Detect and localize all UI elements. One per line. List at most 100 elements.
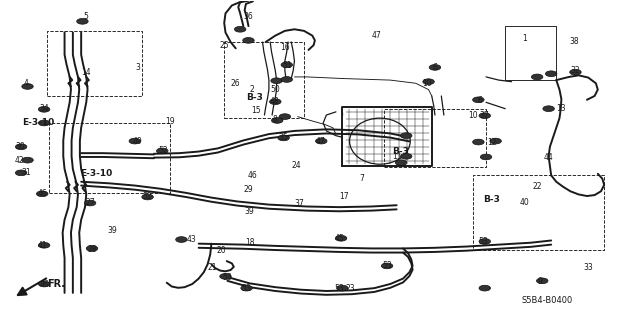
Circle shape bbox=[15, 170, 27, 176]
Circle shape bbox=[401, 153, 412, 159]
Text: 35: 35 bbox=[279, 133, 289, 142]
Circle shape bbox=[269, 99, 281, 105]
Circle shape bbox=[22, 84, 33, 89]
Text: 25: 25 bbox=[220, 41, 229, 50]
Text: 36: 36 bbox=[244, 12, 253, 21]
Circle shape bbox=[381, 263, 393, 269]
Circle shape bbox=[545, 71, 557, 77]
Text: 53: 53 bbox=[478, 237, 488, 246]
Text: 4: 4 bbox=[24, 79, 29, 88]
Circle shape bbox=[38, 107, 50, 112]
Circle shape bbox=[423, 79, 435, 85]
Text: 53: 53 bbox=[223, 272, 232, 281]
Text: 29: 29 bbox=[244, 185, 253, 194]
Text: 14: 14 bbox=[81, 68, 90, 77]
Text: 3: 3 bbox=[136, 63, 140, 72]
Text: 28: 28 bbox=[87, 245, 97, 254]
Text: 27: 27 bbox=[85, 198, 95, 207]
Circle shape bbox=[38, 120, 50, 126]
Circle shape bbox=[22, 157, 33, 163]
Text: 46: 46 bbox=[248, 171, 258, 180]
Circle shape bbox=[531, 74, 543, 80]
Text: 26: 26 bbox=[231, 79, 241, 88]
Circle shape bbox=[335, 235, 347, 241]
Text: 53: 53 bbox=[242, 284, 252, 293]
Circle shape bbox=[38, 281, 50, 287]
Text: 23: 23 bbox=[346, 284, 355, 293]
Text: 2: 2 bbox=[250, 85, 254, 94]
Text: 48: 48 bbox=[269, 97, 279, 106]
Text: 47: 47 bbox=[315, 137, 325, 145]
Text: 16: 16 bbox=[280, 43, 290, 52]
Text: 46: 46 bbox=[37, 189, 47, 198]
Circle shape bbox=[429, 64, 441, 70]
Circle shape bbox=[479, 285, 490, 291]
Circle shape bbox=[220, 273, 231, 279]
Text: 11: 11 bbox=[392, 152, 401, 161]
Circle shape bbox=[243, 38, 254, 43]
Text: 7: 7 bbox=[359, 174, 364, 183]
Text: 46: 46 bbox=[39, 279, 49, 288]
Circle shape bbox=[36, 191, 48, 197]
Circle shape bbox=[15, 144, 27, 150]
Text: 22: 22 bbox=[532, 182, 542, 191]
Text: 42: 42 bbox=[15, 156, 25, 165]
Text: 43: 43 bbox=[186, 235, 196, 244]
Text: E-3-10: E-3-10 bbox=[22, 118, 54, 128]
Text: 32: 32 bbox=[571, 66, 580, 75]
Circle shape bbox=[479, 113, 490, 119]
Text: 24: 24 bbox=[292, 161, 301, 170]
Circle shape bbox=[84, 200, 96, 206]
Circle shape bbox=[316, 138, 327, 144]
Circle shape bbox=[129, 138, 141, 144]
Text: 21: 21 bbox=[208, 263, 218, 272]
Text: 1: 1 bbox=[522, 34, 527, 43]
Text: 44: 44 bbox=[544, 153, 554, 162]
Text: 38: 38 bbox=[570, 38, 579, 47]
Text: 6: 6 bbox=[477, 96, 482, 105]
Circle shape bbox=[271, 78, 282, 84]
Text: 20: 20 bbox=[216, 246, 226, 255]
Circle shape bbox=[480, 154, 492, 160]
Text: 30: 30 bbox=[15, 142, 25, 151]
Circle shape bbox=[278, 135, 289, 141]
Text: 39: 39 bbox=[108, 226, 117, 234]
Text: 13: 13 bbox=[557, 104, 566, 113]
Text: 52: 52 bbox=[159, 146, 168, 155]
Circle shape bbox=[281, 62, 292, 68]
Circle shape bbox=[472, 97, 484, 103]
Text: 37: 37 bbox=[480, 111, 490, 120]
Text: 33: 33 bbox=[583, 263, 593, 272]
Text: 39: 39 bbox=[245, 207, 255, 216]
Text: 45: 45 bbox=[334, 234, 344, 243]
Text: 49: 49 bbox=[133, 137, 143, 145]
Circle shape bbox=[175, 237, 187, 242]
Circle shape bbox=[279, 114, 291, 120]
Text: B-3: B-3 bbox=[246, 93, 264, 102]
Circle shape bbox=[281, 77, 292, 82]
Text: FR.: FR. bbox=[47, 279, 65, 289]
Text: 52: 52 bbox=[143, 192, 152, 201]
Circle shape bbox=[86, 246, 98, 251]
Text: 18: 18 bbox=[245, 238, 255, 247]
Text: 12: 12 bbox=[488, 137, 497, 146]
Circle shape bbox=[38, 242, 50, 248]
Text: 53: 53 bbox=[382, 261, 392, 271]
Circle shape bbox=[271, 118, 283, 123]
Circle shape bbox=[241, 285, 252, 291]
Text: 41: 41 bbox=[37, 241, 47, 250]
Text: B-3: B-3 bbox=[392, 147, 409, 156]
Text: 6: 6 bbox=[433, 63, 437, 72]
Circle shape bbox=[490, 138, 501, 144]
Text: 10: 10 bbox=[468, 111, 478, 120]
Text: 9: 9 bbox=[538, 277, 543, 286]
Circle shape bbox=[401, 133, 412, 138]
Circle shape bbox=[234, 26, 246, 32]
Circle shape bbox=[472, 139, 484, 145]
Text: 50: 50 bbox=[271, 85, 280, 94]
Text: 51: 51 bbox=[282, 61, 292, 70]
Circle shape bbox=[479, 239, 490, 244]
Circle shape bbox=[536, 278, 548, 284]
Text: E-3-10: E-3-10 bbox=[81, 169, 113, 178]
Text: B-3: B-3 bbox=[483, 195, 500, 204]
